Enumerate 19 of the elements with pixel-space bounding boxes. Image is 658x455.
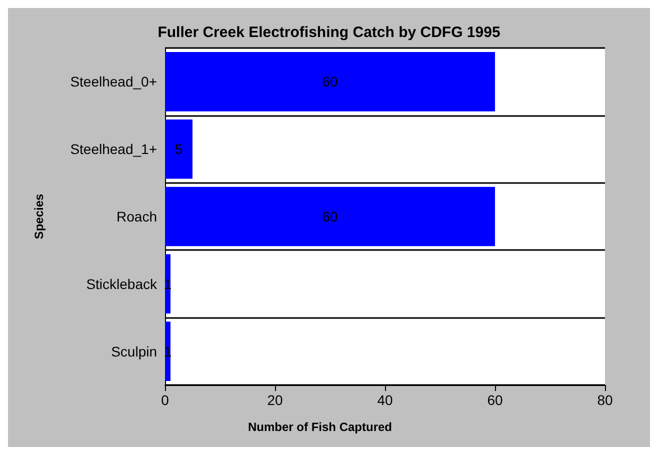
y-tick-label: Stickleback [86,276,158,292]
chart-title: Fuller Creek Electrofishing Catch by CDFG 1995 [158,24,500,41]
data-label: 60 [322,74,338,90]
x-tick-label: 80 [597,392,613,408]
bar [165,119,192,179]
x-tick-label: 20 [267,392,283,408]
bar [165,52,495,112]
x-tick-label: 0 [161,392,170,408]
bar [165,186,495,246]
y-tick-label: Roach [116,208,157,224]
data-label: 60 [322,208,338,224]
data-label: 5 [174,141,183,158]
y-tick-label: Steelhead_1+ [70,141,157,158]
y-axis-title: Species [32,194,46,240]
x-tick-label: 60 [487,392,503,408]
y-tick-label: Sculpin [111,343,157,360]
x-axis-title: Number of Fish Captured [248,420,392,434]
x-tick-label: 40 [377,392,393,408]
y-tick-label: Steelhead_0+ [70,74,157,90]
